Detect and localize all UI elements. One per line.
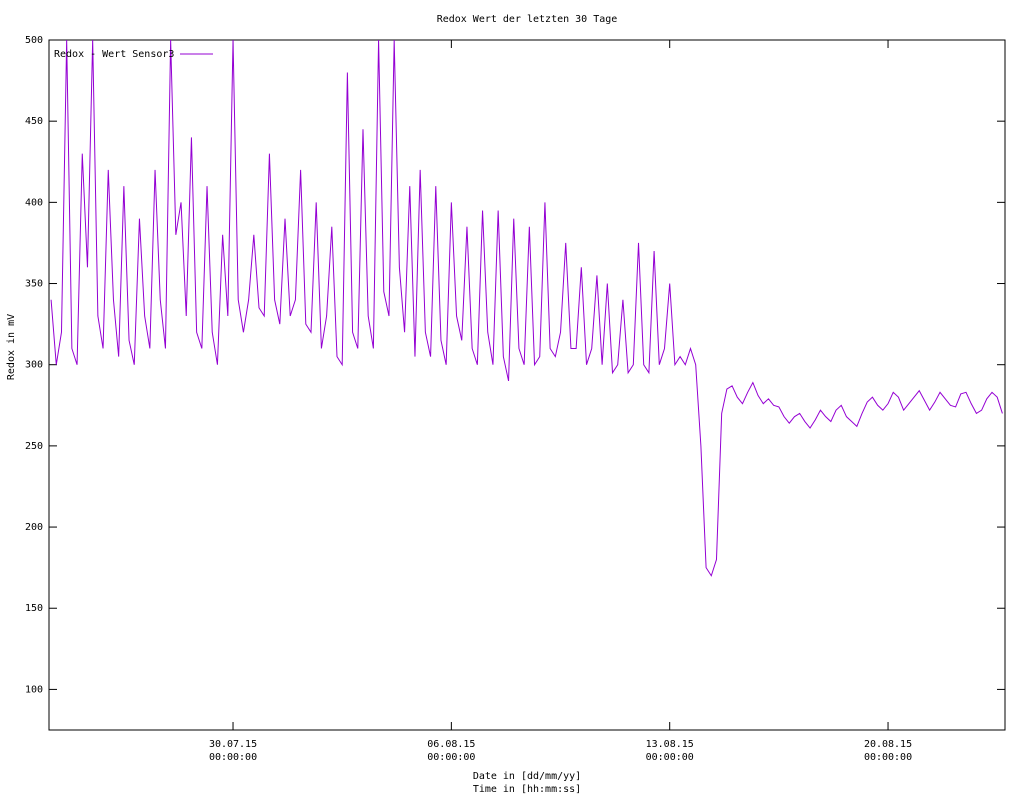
x-tick-label: 00:00:00: [209, 752, 257, 763]
x-tick-label: 00:00:00: [427, 752, 475, 763]
x-tick-label: 00:00:00: [864, 752, 912, 763]
y-tick-label: 450: [25, 116, 43, 127]
x-tick-label: 06.08.15: [427, 739, 475, 750]
y-tick-label: 100: [25, 684, 43, 695]
x-axis-label: Date in [dd/mm/yy]: [473, 771, 581, 782]
y-tick-label: 350: [25, 279, 43, 290]
y-tick-label: 250: [25, 441, 43, 452]
y-axis-label: Redox in mV: [6, 314, 17, 380]
y-tick-label: 200: [25, 522, 43, 533]
x-tick-label: 20.08.15: [864, 739, 912, 750]
y-tick-label: 150: [25, 603, 43, 614]
x-tick-label: 30.07.15: [209, 739, 257, 750]
y-tick-label: 500: [25, 35, 43, 46]
x-tick-label: 13.08.15: [646, 739, 694, 750]
x-tick-label: 00:00:00: [646, 752, 694, 763]
plot-border: [48, 39, 1006, 731]
y-tick-label: 300: [25, 360, 43, 371]
x-axis-label: Time in [hh:mm:ss]: [473, 784, 581, 795]
legend-label: Redox - Wert Sensor3: [54, 49, 174, 60]
y-tick-label: 400: [25, 197, 43, 208]
data-line: [50, 40, 1003, 577]
chart-title: Redox Wert der letzten 30 Tage: [437, 14, 618, 25]
